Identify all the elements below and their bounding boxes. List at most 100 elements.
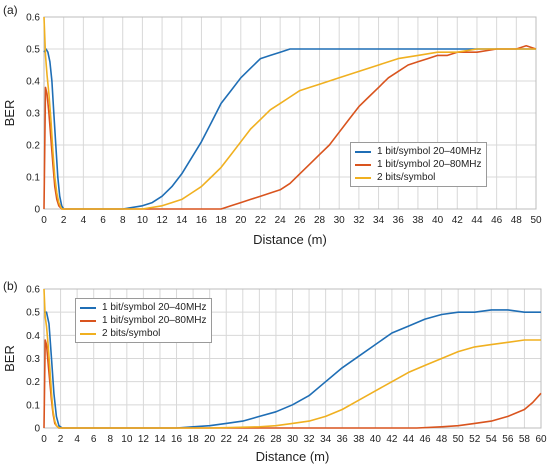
legend-label: 1 bit/symbol 20–80MHz (377, 159, 482, 170)
x-tick-label: 40 (370, 434, 382, 445)
y-tick-label: 0.3 (26, 354, 40, 365)
x-tick-label: 38 (412, 215, 424, 226)
x-tick-label: 44 (403, 434, 415, 445)
legend-label: 1 bit/symbol 20–80MHz (102, 315, 207, 326)
y-tick-label: 0.5 (26, 45, 40, 56)
x-tick-label: 8 (107, 434, 113, 445)
x-tick-label: 34 (373, 215, 385, 226)
x-tick-label: 42 (386, 434, 398, 445)
x-tick-label: 20 (235, 215, 247, 226)
series-line-yellow (43, 288, 541, 429)
y-tick-label: 0 (34, 424, 40, 435)
legend-entry: 2 bits/symbol (355, 171, 482, 184)
x-tick-label: 46 (491, 215, 503, 226)
x-tick-label: 0 (41, 215, 47, 226)
y-axis-label: BER (2, 100, 17, 127)
x-tick-label: 50 (453, 434, 465, 445)
x-tick-label: 30 (287, 434, 299, 445)
panel-label: (a) (3, 3, 18, 17)
x-tick-label: 22 (255, 215, 267, 226)
legend-swatch-yellow (80, 332, 96, 335)
x-tick-label: 22 (221, 434, 233, 445)
y-tick-label: 0.2 (26, 377, 40, 388)
x-tick-label: 60 (535, 434, 547, 445)
legend-swatch-blue (80, 306, 96, 309)
y-tick-label: 0.4 (26, 77, 40, 88)
legend-swatch-blue (355, 150, 371, 153)
x-tick-label: 20 (204, 434, 216, 445)
legend-label: 1 bit/symbol 20–40MHz (102, 302, 207, 313)
x-tick-label: 58 (519, 434, 531, 445)
x-tick-label: 36 (393, 215, 405, 226)
x-tick-label: 16 (171, 434, 183, 445)
plot-frame (43, 16, 537, 210)
x-tick-label: 28 (270, 434, 282, 445)
y-tick-label: 0.1 (26, 400, 40, 411)
x-tick-label: 12 (157, 215, 169, 226)
legend-label: 1 bit/symbol 20–40MHz (377, 146, 482, 157)
legend-label: 2 bits/symbol (102, 328, 161, 339)
x-tick-label: 4 (74, 434, 80, 445)
x-tick-label: 38 (353, 434, 365, 445)
y-axis-label: BER (2, 345, 17, 372)
x-tick-label: 54 (486, 434, 498, 445)
x-tick-label: 48 (511, 215, 523, 226)
x-tick-label: 34 (320, 434, 332, 445)
legend-entry: 2 bits/symbol (80, 327, 207, 340)
x-tick-label: 26 (254, 434, 266, 445)
x-tick-label: 2 (61, 215, 67, 226)
x-tick-label: 28 (314, 215, 326, 226)
x-tick-label: 44 (471, 215, 483, 226)
x-tick-label: 24 (275, 215, 287, 226)
x-tick-label: 18 (216, 215, 228, 226)
y-tick-label: 0 (34, 205, 40, 216)
x-tick-label: 32 (353, 215, 365, 226)
legend-entry: 1 bit/symbol 20–40MHz (355, 145, 482, 158)
y-tick-label: 0.4 (26, 331, 40, 342)
x-tick-label: 46 (419, 434, 431, 445)
legend-swatch-yellow (355, 176, 371, 179)
panel-label: (b) (3, 279, 18, 293)
x-axis-label: Distance (m) (253, 232, 327, 247)
y-tick-label: 0.5 (26, 308, 40, 319)
series-line-red (43, 45, 537, 210)
chart-panel-a: 00.10.20.30.40.50.60 2 4 6 8 10 12 14 16 18 20 22 24… (2, 3, 542, 247)
x-tick-label: 4 (81, 215, 87, 226)
legend-swatch-red (355, 163, 371, 166)
x-tick-label: 16 (196, 215, 208, 226)
x-tick-label: 36 (337, 434, 349, 445)
x-tick-label: 12 (138, 434, 150, 445)
y-tick-label: 0.6 (26, 285, 40, 296)
x-tick-label: 30 (334, 215, 346, 226)
x-tick-label: 24 (237, 434, 249, 445)
x-tick-label: 32 (304, 434, 316, 445)
x-tick-label: 6 (91, 434, 97, 445)
x-tick-label: 10 (121, 434, 133, 445)
legend-panel-a: 1 bit/symbol 20–40MHz 1 bit/symbol 20–80… (350, 142, 487, 187)
legend-panel-b: 1 bit/symbol 20–40MHz 1 bit/symbol 20–80… (75, 298, 212, 343)
x-axis-label: Distance (m) (256, 449, 330, 464)
x-tick-label: 40 (432, 215, 444, 226)
x-tick-label: 6 (100, 215, 106, 226)
series-line-blue (43, 48, 536, 210)
x-tick-label: 2 (58, 434, 64, 445)
series-line-yellow (43, 16, 536, 210)
x-tick-label: 52 (469, 434, 481, 445)
legend-swatch-red (80, 319, 96, 322)
x-tick-label: 50 (530, 215, 542, 226)
legend-entry: 1 bit/symbol 20–80MHz (80, 314, 207, 327)
x-tick-label: 48 (436, 434, 448, 445)
y-tick-label: 0.1 (26, 173, 40, 184)
legend-entry: 1 bit/symbol 20–40MHz (80, 301, 207, 314)
x-tick-label: 14 (176, 215, 188, 226)
x-tick-label: 56 (502, 434, 514, 445)
x-tick-label: 42 (452, 215, 464, 226)
y-tick-label: 0.6 (26, 13, 40, 24)
x-tick-label: 0 (41, 434, 47, 445)
chart-panel-b: 00.10.20.30.40.50.60 2 4 6 8 10 12 14 16 18 20 22 24… (2, 279, 547, 464)
x-tick-label: 10 (137, 215, 149, 226)
x-tick-label: 26 (294, 215, 306, 226)
y-tick-label: 0.2 (26, 141, 40, 152)
legend-entry: 1 bit/symbol 20–80MHz (355, 158, 482, 171)
